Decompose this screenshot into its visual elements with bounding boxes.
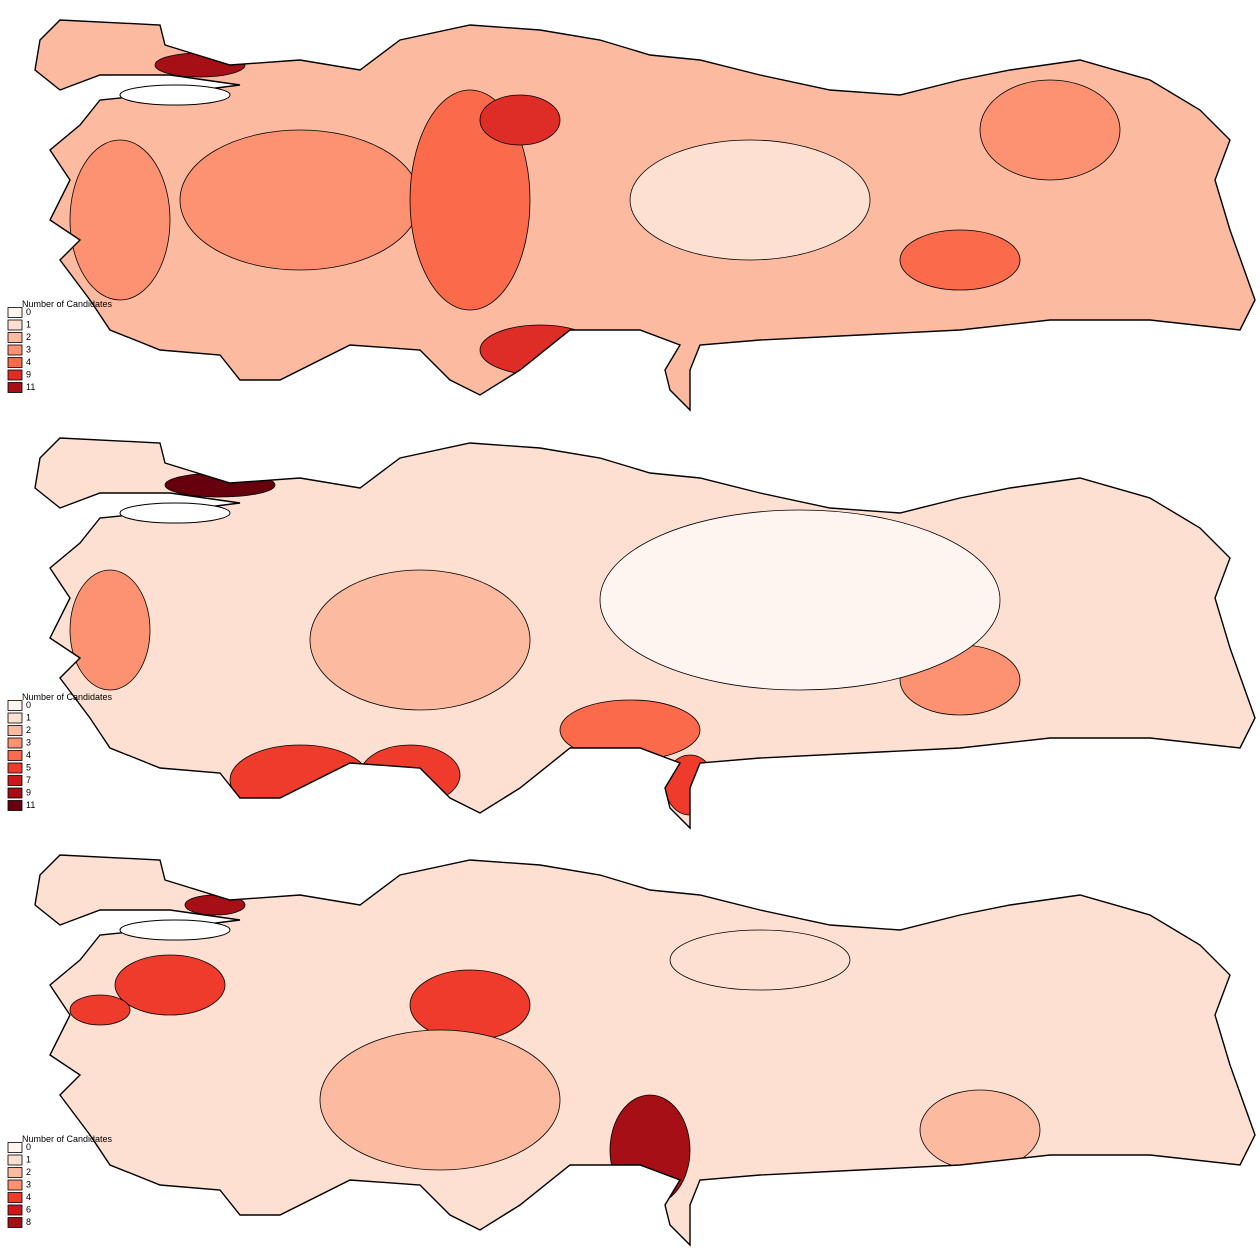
legend-label: 7 bbox=[26, 775, 31, 785]
legend-label: 0 bbox=[26, 700, 31, 710]
legend-label: 4 bbox=[26, 750, 31, 760]
legend-label: 9 bbox=[26, 369, 31, 379]
legend-swatch bbox=[7, 750, 23, 761]
legend-label: 3 bbox=[26, 737, 31, 747]
legend-swatch bbox=[7, 1204, 23, 1216]
legend-swatch bbox=[7, 344, 23, 356]
legend-label: 0 bbox=[26, 1142, 31, 1152]
legend-swatch bbox=[7, 357, 23, 368]
legend-title: Number of Candidates bbox=[22, 1134, 113, 1144]
legend-label: 5 bbox=[26, 762, 31, 772]
legend-swatch bbox=[7, 307, 23, 318]
legend-title: Number of Candidates bbox=[22, 692, 113, 702]
region bbox=[559, 699, 701, 761]
region bbox=[409, 89, 531, 311]
region bbox=[319, 1029, 561, 1171]
legend-label: 0 bbox=[26, 307, 31, 317]
legend-label: 6 bbox=[26, 1204, 31, 1214]
legend-swatch bbox=[7, 762, 23, 774]
region bbox=[114, 954, 226, 1016]
legend-label: 1 bbox=[26, 712, 31, 722]
region bbox=[164, 472, 276, 498]
legend-swatch bbox=[7, 800, 23, 811]
legend-label: 1 bbox=[26, 1154, 31, 1164]
regions bbox=[69, 472, 1021, 816]
legend-swatch bbox=[7, 1192, 23, 1203]
region bbox=[629, 139, 871, 261]
region bbox=[184, 894, 246, 916]
legend-label: 4 bbox=[26, 1192, 31, 1202]
legend-label: 9 bbox=[26, 787, 31, 797]
legend-label: 2 bbox=[26, 725, 31, 735]
legend-swatch bbox=[7, 737, 23, 749]
region bbox=[69, 569, 151, 691]
marmara-sea bbox=[119, 84, 231, 106]
region bbox=[229, 744, 371, 816]
marmara-sea bbox=[119, 919, 231, 941]
legend-swatch bbox=[7, 1142, 23, 1153]
region bbox=[979, 79, 1121, 181]
legend-label: 2 bbox=[26, 332, 31, 342]
legend-swatch bbox=[7, 725, 23, 736]
region bbox=[899, 229, 1021, 291]
legend-label: 4 bbox=[26, 357, 31, 367]
region bbox=[669, 929, 851, 991]
legend-swatch bbox=[7, 1154, 23, 1166]
region bbox=[479, 94, 561, 146]
region bbox=[69, 994, 131, 1026]
region bbox=[179, 129, 421, 271]
legend-label: 1 bbox=[26, 319, 31, 329]
legend-swatch bbox=[7, 382, 23, 393]
region bbox=[69, 139, 171, 301]
region bbox=[609, 1094, 691, 1206]
region bbox=[599, 509, 1001, 691]
legend-swatch bbox=[7, 1217, 23, 1228]
legend-swatch bbox=[7, 332, 23, 343]
region bbox=[359, 744, 461, 806]
legend-swatch bbox=[7, 319, 23, 331]
legend-label: 8 bbox=[26, 1217, 31, 1227]
legend-label: 2 bbox=[26, 1167, 31, 1177]
legend-label: 11 bbox=[26, 382, 35, 392]
legend-swatch bbox=[7, 369, 23, 381]
legend-label: 3 bbox=[26, 1179, 31, 1189]
legend-swatch bbox=[7, 1179, 23, 1191]
legend-swatch bbox=[7, 712, 23, 724]
legend-swatch bbox=[7, 787, 23, 799]
region bbox=[409, 969, 531, 1041]
legend-swatch bbox=[7, 775, 23, 786]
region bbox=[309, 569, 531, 711]
legend-title: Number of Candidates bbox=[22, 299, 113, 309]
marmara-sea bbox=[119, 502, 231, 524]
legend-label: 3 bbox=[26, 344, 31, 354]
legend-label: 11 bbox=[26, 800, 35, 810]
region bbox=[479, 324, 601, 376]
legend-swatch bbox=[7, 700, 23, 711]
legend-swatch bbox=[7, 1167, 23, 1178]
